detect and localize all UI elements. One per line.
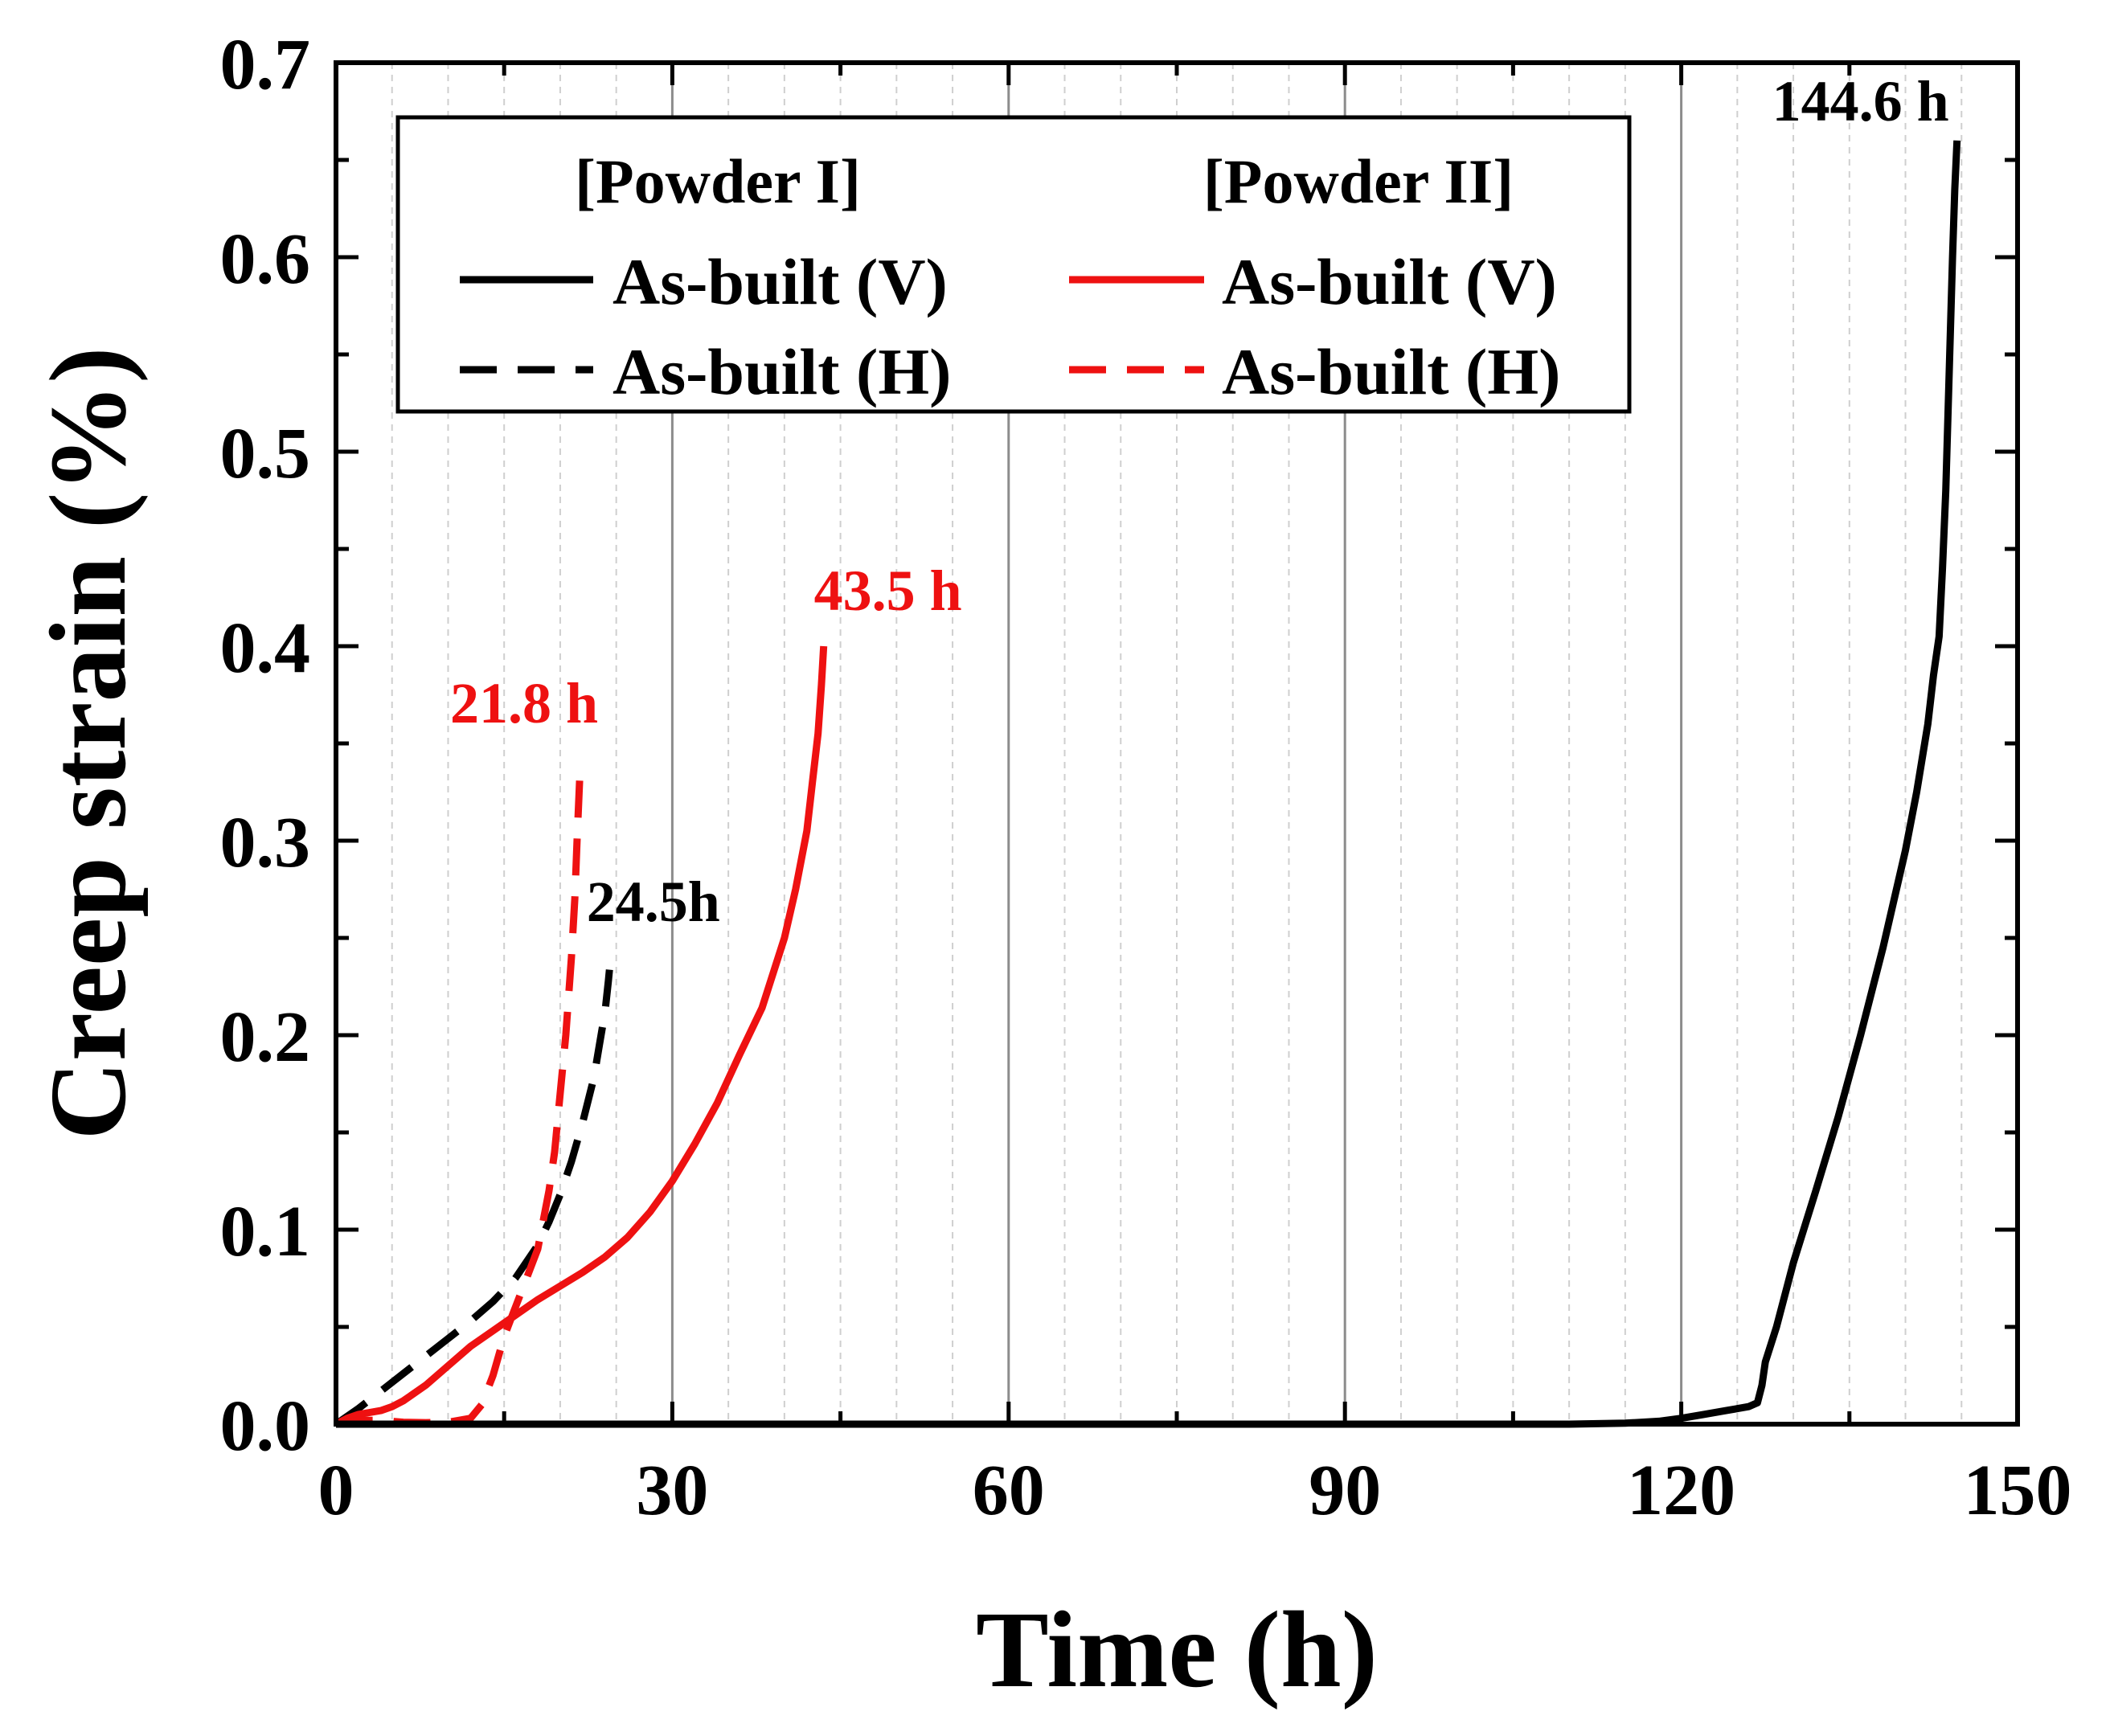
annotation-label: 43.5 h (814, 559, 962, 623)
y-axis-label: Creep strain (%) (28, 346, 149, 1140)
x-tick-label: 30 (636, 1451, 708, 1530)
y-tick-label: 0.4 (220, 608, 311, 688)
y-tick-label: 0.3 (220, 803, 311, 882)
legend-label: As-built (V) (613, 245, 948, 318)
x-tick-label: 90 (1309, 1451, 1381, 1530)
annotation-label: 24.5h (587, 870, 720, 934)
series-line-powder-i-horizontal (334, 956, 615, 1427)
grid-lines (391, 63, 1963, 1424)
x-tick-label: 120 (1627, 1451, 1735, 1530)
x-tick-label: 150 (1964, 1451, 2072, 1530)
annotations: 144.6 h 43.5 h 21.8 h 24.5h (450, 69, 1949, 934)
legend-label: As-built (H) (1222, 335, 1560, 408)
y-tick-label: 0.7 (220, 25, 311, 104)
legend-title-powder-2: [Powder II] (1203, 146, 1514, 216)
x-tick-label: 0 (318, 1451, 354, 1530)
y-tick-label: 0.6 (220, 219, 311, 299)
y-tick-label: 0.2 (220, 997, 311, 1077)
axis-ticks (334, 60, 2020, 1427)
x-axis-label: Time (h) (976, 1590, 1378, 1710)
annotation-label: 144.6 h (1772, 69, 1949, 133)
annotation-label: 21.8 h (450, 671, 598, 735)
legend: [Powder I] [Powder II] As-built (V)As-bu… (395, 115, 1632, 414)
y-tick-label: 0.5 (220, 414, 311, 493)
legend-label: As-built (V) (1222, 245, 1557, 318)
y-tick-label: 0.1 (220, 1192, 311, 1271)
y-tick-label: 0.0 (220, 1386, 311, 1466)
legend-box (395, 115, 1632, 414)
legend-label: As-built (H) (613, 335, 951, 408)
legend-entries: As-built (V) As-built (H) As-built (V) As-b… (460, 245, 1560, 408)
series-line-powder-ii-vertical (334, 645, 828, 1427)
legend-title-powder-1: [Powder I] (575, 146, 861, 216)
x-tick-label: 60 (973, 1451, 1045, 1530)
axis-tick-labels: 0 30 60 90 120 150 0.0 0.1 0.2 0.3 0.4 0.5 0.6 0.7 (220, 25, 2072, 1530)
